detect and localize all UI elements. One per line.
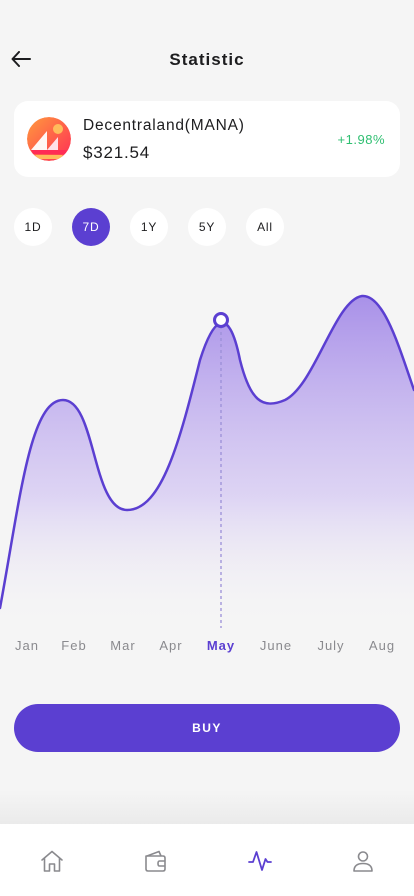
header: Statistic xyxy=(0,40,414,80)
decentraland-logo xyxy=(27,117,71,161)
x-tick-label[interactable]: Aug xyxy=(368,638,396,653)
range-1d-button[interactable]: 1D xyxy=(14,208,52,246)
x-tick-label[interactable]: Mar xyxy=(110,638,136,653)
range-1y-button[interactable]: 1Y xyxy=(130,208,168,246)
user-icon xyxy=(353,851,373,872)
range-all-button[interactable]: All xyxy=(246,208,284,246)
range-5y-button[interactable]: 5Y xyxy=(188,208,226,246)
wallet-icon xyxy=(145,850,166,872)
arrow-left-icon xyxy=(11,51,31,67)
tab-activity[interactable] xyxy=(245,846,275,876)
x-axis-labels: Jan Feb Mar Apr May June July Aug xyxy=(0,638,414,656)
x-tick-label-selected[interactable]: May xyxy=(206,638,236,653)
tab-home[interactable] xyxy=(37,846,67,876)
page-title: Statistic xyxy=(169,50,245,69)
chart-line xyxy=(0,294,414,610)
coin-card[interactable]: Decentraland(MANA) $321.54 +1.98% xyxy=(14,101,400,177)
tab-profile[interactable] xyxy=(348,846,378,876)
price-chart[interactable] xyxy=(0,0,414,640)
x-tick-label[interactable]: Apr xyxy=(159,638,183,653)
home-icon xyxy=(41,850,63,872)
selected-point[interactable] xyxy=(213,312,229,328)
bottom-tab-bar xyxy=(0,824,414,896)
coin-price: $321.54 xyxy=(83,143,151,162)
x-tick-label[interactable]: July xyxy=(317,638,345,653)
x-tick-label[interactable]: June xyxy=(259,638,293,653)
coin-name: Decentraland(MANA) xyxy=(83,117,245,134)
range-7d-button[interactable]: 7D xyxy=(72,208,110,246)
price-change: +1.98% xyxy=(337,132,385,147)
bottom-shadow xyxy=(0,790,414,824)
chart-area-fill xyxy=(0,295,414,628)
tab-wallet[interactable] xyxy=(140,846,170,876)
buy-button[interactable]: BUY xyxy=(14,704,400,752)
back-button[interactable] xyxy=(8,46,34,72)
x-tick-label[interactable]: Feb xyxy=(61,638,87,653)
activity-icon xyxy=(248,851,272,871)
x-tick-label[interactable]: Jan xyxy=(15,638,39,653)
